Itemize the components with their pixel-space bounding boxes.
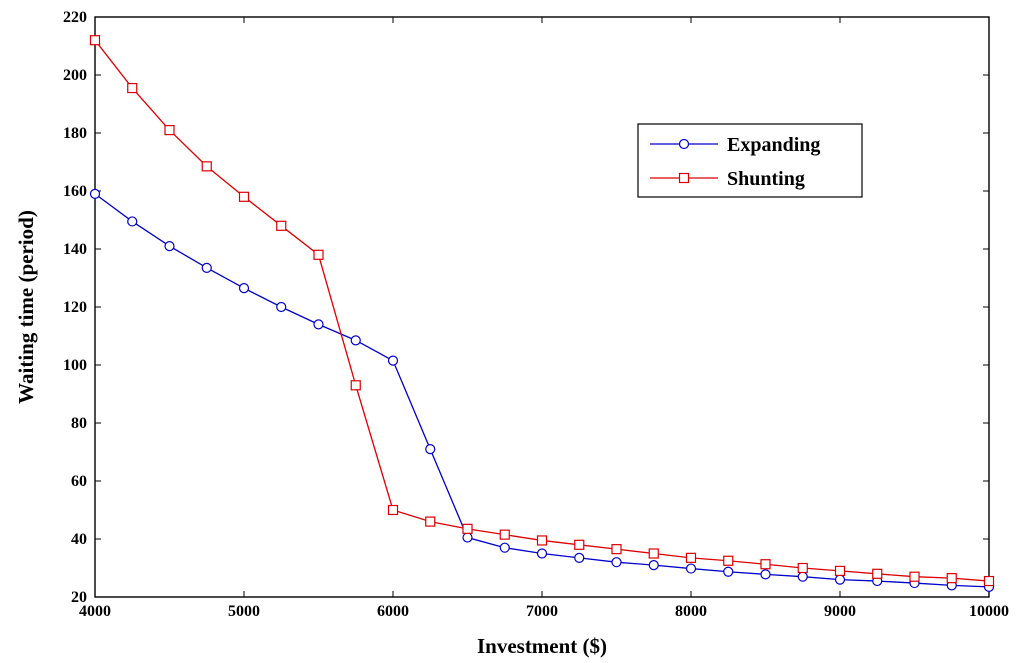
- x-axis-title: Investment ($): [477, 634, 607, 658]
- data-point-shunting: [909, 571, 920, 582]
- y-tick-label: 220: [63, 9, 87, 26]
- y-tick-label: 120: [63, 299, 87, 316]
- data-point-expanding: [462, 532, 473, 543]
- x-tick-label: 4000: [79, 603, 111, 620]
- data-point-shunting: [983, 575, 995, 587]
- data-point-expanding: [387, 355, 399, 366]
- x-tick-label: 6000: [377, 603, 409, 620]
- data-point-shunting: [946, 573, 957, 584]
- data-point-expanding: [574, 552, 585, 563]
- data-point-shunting: [127, 82, 138, 94]
- x-tick-label: 5000: [228, 603, 260, 620]
- y-tick-label: 80: [71, 415, 87, 432]
- x-tick-label: 7000: [526, 603, 558, 620]
- data-point-expanding: [89, 188, 101, 199]
- data-point-expanding: [834, 574, 846, 585]
- data-point-expanding: [611, 557, 622, 568]
- y-tick-label: 40: [71, 531, 87, 548]
- data-point-shunting: [536, 535, 548, 546]
- axes: 4000 5000 6000 7000 8000 9000 10000 20 40 60 80 100…: [63, 9, 1009, 620]
- data-point-expanding: [499, 542, 510, 553]
- data-point-shunting: [425, 516, 436, 527]
- data-point-shunting: [238, 191, 250, 202]
- y-axis-title: Waiting time (period): [14, 210, 38, 404]
- y-tick-label: 60: [71, 473, 87, 490]
- data-point-shunting: [797, 562, 808, 574]
- x-tick-label: 9000: [824, 603, 856, 620]
- data-point-shunting: [462, 523, 473, 534]
- data-point-shunting: [723, 555, 734, 566]
- data-point-shunting: [834, 565, 846, 577]
- y-tick-label: 20: [71, 589, 87, 606]
- legend: Expanding Shunting: [637, 123, 863, 198]
- y-tick-label: 100: [63, 357, 87, 374]
- data-point-shunting: [201, 161, 212, 172]
- data-point-shunting: [89, 35, 101, 46]
- legend-label-expanding: Expanding: [727, 134, 820, 156]
- data-point-shunting: [872, 568, 883, 579]
- legend-label-shunting: Shunting: [727, 168, 805, 190]
- x-tick-label: 8000: [675, 603, 707, 620]
- x-tick-label: 10000: [969, 603, 1009, 620]
- data-point-shunting: [574, 539, 585, 550]
- data-point-shunting: [648, 548, 659, 559]
- data-point-shunting: [499, 529, 510, 540]
- legend-marker-shunting: [678, 172, 690, 184]
- y-tick-label: 180: [63, 125, 87, 142]
- data-point-expanding: [685, 563, 697, 574]
- data-point-expanding: [313, 319, 324, 330]
- data-point-expanding: [425, 444, 436, 455]
- data-point-expanding: [201, 262, 212, 273]
- legend-marker-expanding: [678, 138, 690, 150]
- data-point-shunting: [611, 544, 622, 555]
- data-point-expanding: [648, 559, 659, 571]
- y-tick-label: 140: [63, 241, 87, 258]
- data-point-expanding: [536, 548, 548, 559]
- data-point-shunting: [313, 249, 324, 260]
- data-point-expanding: [723, 566, 734, 577]
- y-tick-label: 160: [63, 183, 87, 200]
- data-point-shunting: [685, 552, 697, 563]
- data-point-shunting: [760, 559, 771, 570]
- data-point-expanding: [350, 335, 361, 346]
- data-point-shunting: [350, 380, 361, 391]
- data-point-shunting: [387, 504, 399, 516]
- data-point-expanding: [238, 283, 250, 294]
- series-shunting: [89, 35, 995, 587]
- data-point-shunting: [164, 124, 175, 136]
- data-point-shunting: [276, 220, 287, 231]
- y-tick-label: 200: [63, 67, 87, 84]
- data-point-expanding: [276, 301, 287, 313]
- legend-box: [637, 123, 863, 198]
- data-point-expanding: [127, 216, 138, 227]
- data-point-expanding: [797, 571, 808, 582]
- data-point-expanding: [164, 241, 175, 252]
- data-point-expanding: [760, 569, 771, 580]
- series-lines: [89, 35, 995, 592]
